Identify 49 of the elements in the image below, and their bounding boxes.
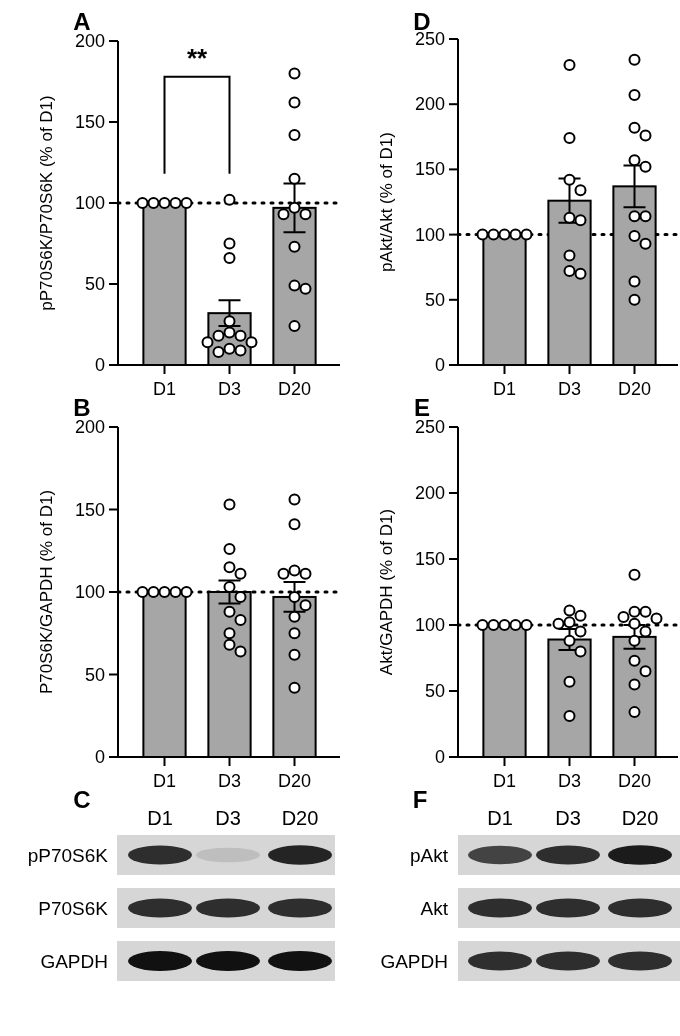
text: Akt	[420, 897, 449, 919]
x-tick-label: D20	[617, 379, 652, 399]
category-label: D3	[555, 807, 581, 829]
text: GAPDH	[380, 950, 448, 972]
annotation: **	[186, 42, 208, 73]
y-tick-label: 0	[94, 747, 105, 767]
text: GAPDH	[40, 950, 108, 972]
y-tick-label: 100	[414, 224, 445, 245]
y-tick-label: 150	[414, 159, 445, 180]
x-tick-label: D1	[492, 771, 517, 791]
text: C	[73, 786, 91, 813]
x-tick-label: D1	[492, 379, 517, 399]
y-tick-label: 150	[74, 499, 105, 520]
y-tick-label: 100	[74, 582, 105, 602]
x-tick-label: D1	[152, 379, 177, 399]
category-label: D1	[147, 807, 173, 829]
y-tick-label: 50	[424, 681, 445, 701]
y-axis-title: P70S6K/GAPDH (% of D1)	[37, 489, 57, 695]
text: F	[412, 786, 428, 813]
text: P70S6K	[38, 897, 109, 919]
category-label: D20	[281, 807, 319, 829]
text: pP70S6K	[27, 844, 109, 866]
y-tick-label: 50	[84, 274, 105, 294]
y-tick-label: 50	[424, 289, 445, 310]
category-label: D3	[215, 807, 241, 829]
y-axis-title: Akt/GAPDH (% of D1)	[377, 508, 397, 676]
y-tick-label: 0	[94, 355, 105, 375]
y-tick-label: 150	[74, 112, 105, 132]
text: pAkt	[409, 844, 449, 866]
y-tick-label: 0	[434, 355, 445, 375]
x-tick-label: D20	[277, 771, 312, 791]
x-tick-label: D3	[557, 379, 582, 399]
y-tick-label: 50	[84, 664, 105, 685]
category-label: D1	[487, 807, 513, 829]
y-tick-label: 200	[414, 94, 445, 115]
y-tick-label: 100	[414, 615, 445, 635]
x-tick-label: D20	[277, 379, 312, 399]
x-tick-label: D3	[217, 771, 242, 791]
x-tick-label: D20	[617, 771, 652, 791]
x-tick-label: D3	[557, 771, 582, 791]
y-axis-title: pP70S6K/P70S6K (% of D1)	[37, 95, 57, 311]
category-label: D20	[621, 807, 659, 829]
y-tick-label: 200	[414, 483, 445, 503]
x-tick-label: D3	[217, 379, 242, 399]
y-axis-title: pAkt/Akt (% of D1)	[377, 132, 397, 272]
y-tick-label: 100	[74, 193, 105, 213]
y-tick-label: 0	[434, 747, 445, 767]
y-tick-label: 150	[414, 549, 445, 569]
x-tick-label: D1	[152, 771, 177, 791]
